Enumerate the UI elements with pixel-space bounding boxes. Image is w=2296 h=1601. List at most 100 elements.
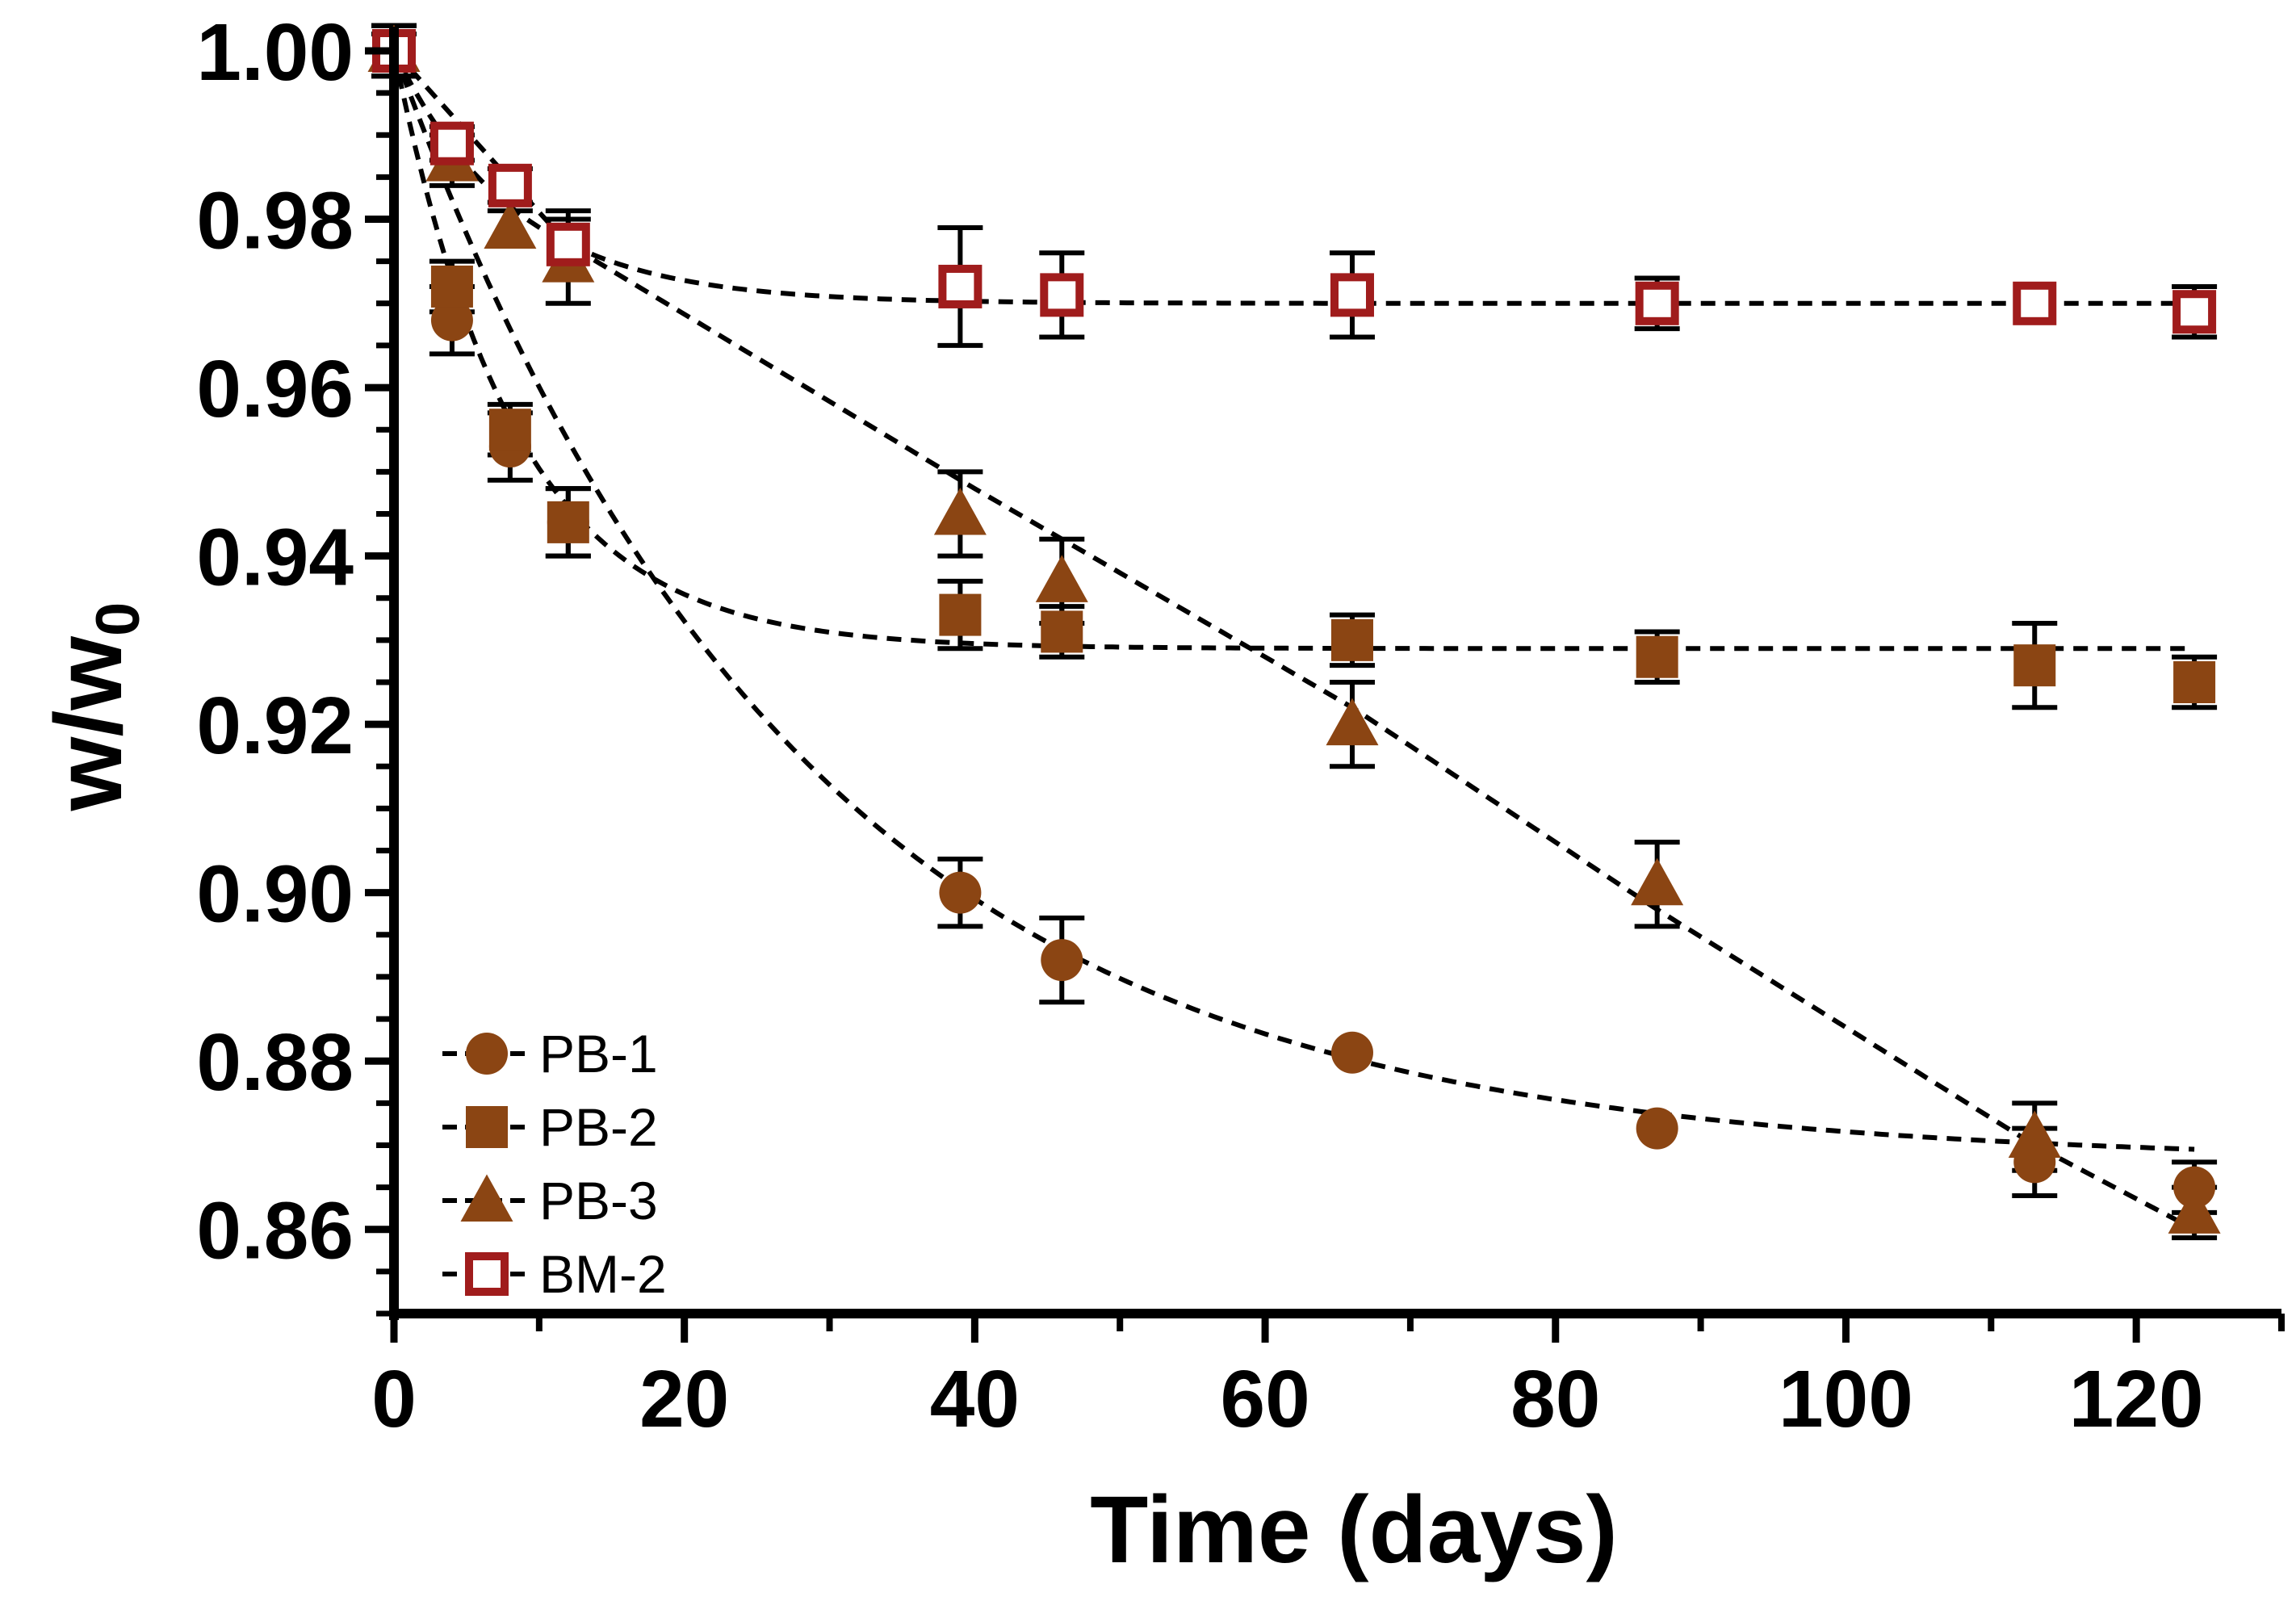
- legend-item-pb-2: PB-2: [442, 1097, 658, 1157]
- y-tick-label: 1.00: [196, 7, 354, 98]
- x-tick-label: 100: [1779, 1354, 1913, 1444]
- triangle-marker: [460, 1174, 513, 1222]
- data-point-pb-1: [1041, 939, 1083, 982]
- legend-marker: [466, 1033, 508, 1075]
- y-tick-label: 0.94: [196, 513, 354, 603]
- legend: PB-1 PB-2 PB-3 BM-2: [442, 1024, 667, 1304]
- square-marker: [2173, 661, 2216, 703]
- square-marker: [429, 121, 474, 166]
- fit-curve-pb-2: [392, 50, 2195, 652]
- y-tick-label: 0.96: [196, 344, 354, 434]
- legend-item-bm-2: BM-2: [442, 1244, 667, 1304]
- circle-marker: [1636, 1107, 1678, 1150]
- y-tick-label: 0.92: [196, 681, 354, 771]
- square-marker: [1636, 635, 1678, 678]
- y-axis-title: w/w0: [36, 602, 153, 812]
- data-point-bm-2: [1040, 273, 1084, 317]
- data-point-pb-1: [430, 299, 473, 342]
- data-point-pb-3: [1035, 555, 1088, 602]
- square-marker: [1040, 273, 1084, 317]
- axes: 0 20 40 60 80 100 120 0.86 0.88 0.90 0.92 0.94 0.96 0…: [196, 7, 2285, 1444]
- x-tick-label: 120: [2069, 1354, 2204, 1444]
- data-point-pb-3: [1326, 698, 1379, 746]
- data-point-pb-3: [484, 201, 537, 249]
- y-tick-label: 0.88: [196, 1017, 354, 1108]
- triangle-marker: [1631, 857, 1684, 906]
- data-point-pb-2: [2013, 644, 2056, 687]
- data-point-bm-2: [1635, 281, 1679, 325]
- data-point-pb-2: [1041, 610, 1083, 653]
- square-marker: [1041, 610, 1083, 653]
- data-point-pb-2: [430, 265, 473, 308]
- y-tick-label: 0.98: [196, 176, 354, 266]
- legend-item-pb-1: PB-1: [442, 1024, 658, 1083]
- triangle-marker: [1326, 698, 1379, 746]
- data-point-bm-2: [2172, 290, 2217, 334]
- fit-curves: [392, 48, 2196, 1232]
- legend-marker: [466, 1106, 508, 1148]
- square-marker: [546, 222, 590, 266]
- data-point-bm-2: [938, 264, 983, 308]
- data-markers: [367, 24, 2221, 1234]
- x-tick-label: 80: [1510, 1354, 1600, 1444]
- triangle-marker: [484, 201, 537, 249]
- data-point-pb-3: [2008, 1110, 2061, 1159]
- square-marker: [1635, 281, 1679, 325]
- data-point-pb-3: [933, 487, 987, 535]
- legend-label: PB-1: [539, 1024, 658, 1083]
- square-marker: [1330, 618, 1373, 661]
- x-axis-title: Time (days): [1090, 1477, 1618, 1583]
- legend-label: BM-2: [539, 1244, 667, 1304]
- data-point-pb-1: [1330, 1031, 1373, 1074]
- data-point-bm-2: [429, 121, 474, 166]
- square-marker: [2172, 290, 2217, 334]
- circle-marker: [466, 1033, 508, 1075]
- circle-marker: [939, 871, 982, 914]
- data-point-pb-2: [1636, 635, 1678, 678]
- square-marker: [488, 409, 531, 451]
- triangle-marker: [933, 487, 987, 535]
- square-marker: [547, 501, 589, 543]
- square-marker: [939, 593, 982, 636]
- legend-marker: [465, 1252, 509, 1296]
- x-tick-label: 20: [639, 1354, 729, 1444]
- triangle-marker: [2168, 1186, 2221, 1234]
- data-point-pb-2: [2173, 661, 2216, 703]
- triangle-marker: [1035, 555, 1088, 602]
- data-point-bm-2: [488, 163, 532, 207]
- data-point-pb-1: [1636, 1107, 1678, 1150]
- square-marker: [2013, 281, 2057, 325]
- data-point-bm-2: [546, 222, 590, 266]
- x-tick-label: 40: [930, 1354, 1020, 1444]
- data-point-bm-2: [1330, 273, 1374, 317]
- legend-label: PB-3: [539, 1171, 658, 1230]
- legend-marker: [460, 1174, 513, 1222]
- data-point-pb-2: [939, 593, 982, 636]
- square-marker: [466, 1106, 508, 1148]
- data-point-pb-2: [1330, 618, 1373, 661]
- data-point-bm-2: [2013, 281, 2057, 325]
- triangle-marker: [2008, 1110, 2061, 1159]
- circle-marker: [1330, 1031, 1373, 1074]
- square-marker: [465, 1252, 509, 1296]
- data-point-pb-3: [1631, 857, 1684, 906]
- data-point-pb-2: [488, 409, 531, 451]
- square-marker: [938, 264, 983, 308]
- x-tick-label: 0: [371, 1354, 417, 1444]
- fit-curve-bm-2: [392, 49, 2195, 306]
- y-axis-title-main: w/w: [36, 635, 142, 812]
- x-tick-label: 60: [1220, 1354, 1309, 1444]
- circle-marker: [1041, 939, 1083, 982]
- square-marker: [430, 265, 473, 308]
- y-axis-title-subscript: 0: [84, 602, 153, 636]
- circle-marker: [430, 299, 473, 342]
- legend-item-pb-3: PB-3: [442, 1171, 658, 1230]
- data-point-pb-2: [547, 501, 589, 543]
- fit-curve-pb-3: [392, 48, 2196, 1232]
- legend-label: PB-2: [539, 1097, 658, 1157]
- data-point-pb-1: [939, 871, 982, 914]
- y-tick-label: 0.86: [196, 1186, 354, 1276]
- fit-curve-pb-1: [392, 49, 2195, 1152]
- square-marker: [2013, 644, 2056, 687]
